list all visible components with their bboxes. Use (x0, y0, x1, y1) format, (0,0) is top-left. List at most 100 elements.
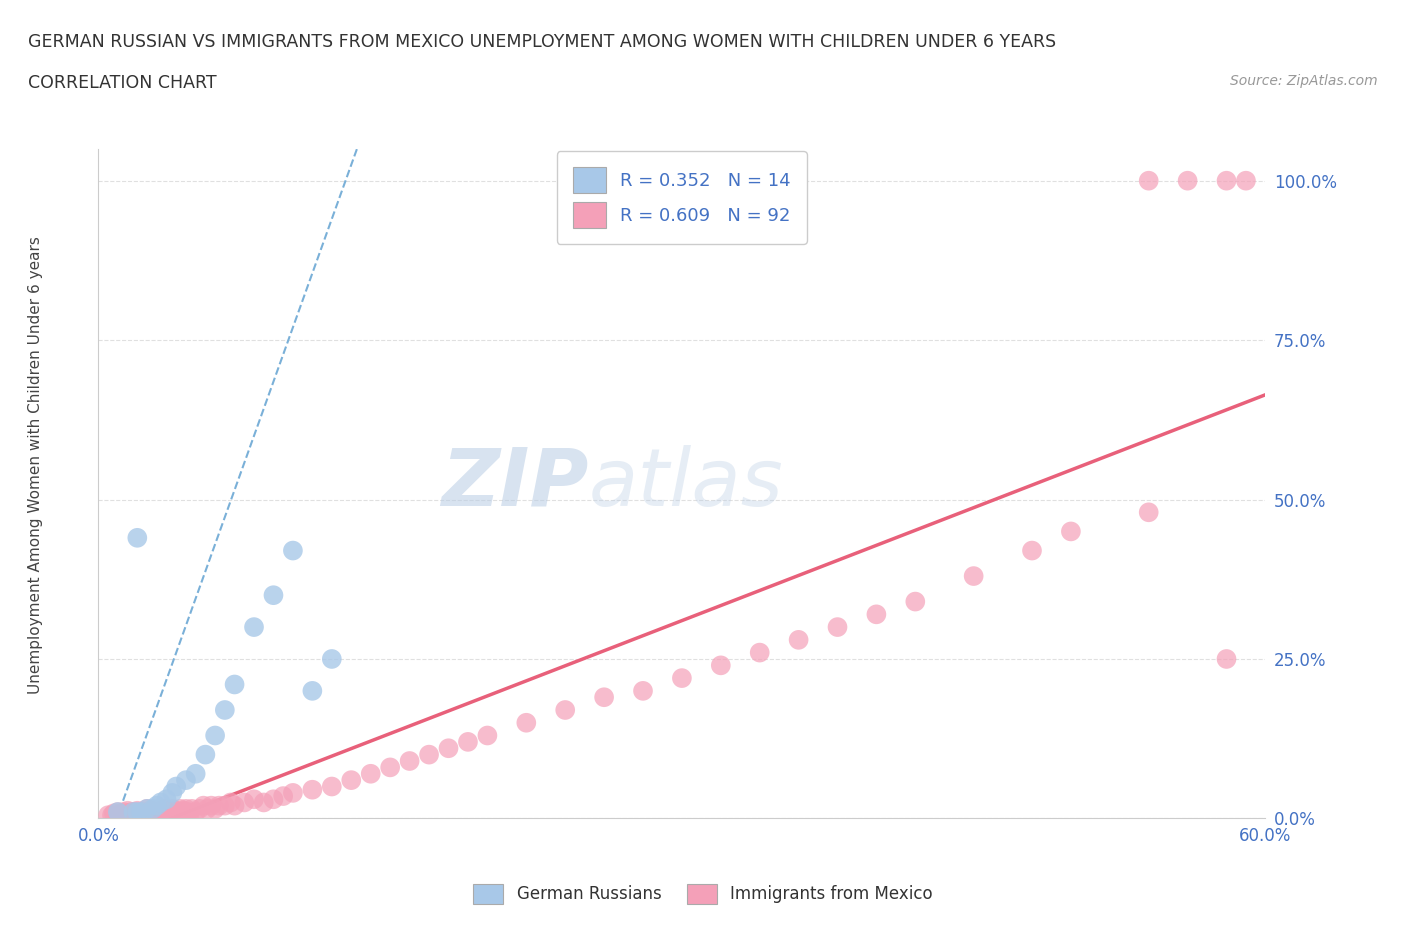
Point (671, 671, 693, 685)
Point (136, 804, 159, 819)
Point (301, 782, 323, 797)
Point (787, 632, 810, 647)
Point (149, 804, 172, 818)
Point (173, 804, 195, 818)
Point (208, 798, 231, 813)
Point (129, 804, 152, 819)
Point (103, 806, 125, 821)
Point (121, 804, 143, 819)
Point (127, 804, 149, 818)
Point (107, 808, 129, 823)
Point (117, 804, 139, 818)
Point (118, 808, 141, 823)
Point (152, 804, 174, 819)
Point (378, 760, 402, 775)
Legend: R = 0.352   N = 14, R = 0.609   N = 92: R = 0.352 N = 14, R = 0.609 N = 92 (557, 152, 807, 244)
Point (111, 806, 134, 821)
Point (200, 798, 222, 813)
Point (271, 789, 294, 804)
Point (136, 802, 159, 817)
Point (204, 802, 226, 817)
Point (631, 684, 654, 698)
Point (204, 728, 226, 743)
Point (340, 773, 363, 788)
Point (1060, 524, 1083, 538)
Point (124, 804, 146, 819)
Point (180, 802, 202, 817)
Point (219, 795, 242, 810)
Point (321, 779, 343, 794)
Point (748, 645, 770, 660)
Point (243, 791, 266, 806)
Point (174, 802, 197, 817)
Point (1177, 173, 1199, 188)
Point (142, 808, 165, 823)
Point (127, 806, 149, 821)
Point (169, 802, 191, 817)
Point (243, 619, 266, 634)
Point (153, 802, 176, 817)
Point (165, 804, 187, 818)
Point (170, 804, 193, 819)
Point (904, 594, 927, 609)
Point (457, 735, 479, 750)
Point (155, 806, 177, 821)
Point (827, 619, 849, 634)
Point (148, 806, 170, 821)
Point (214, 798, 236, 813)
Point (398, 753, 420, 768)
Point (167, 806, 190, 821)
Point (114, 808, 136, 823)
Point (127, 808, 149, 823)
Point (281, 543, 304, 558)
Point (1021, 543, 1043, 558)
Point (437, 741, 460, 756)
Point (112, 804, 135, 819)
Point (281, 786, 304, 801)
Point (1137, 505, 1160, 520)
Point (162, 786, 184, 801)
Point (301, 684, 323, 698)
Point (127, 804, 149, 819)
Point (418, 747, 440, 762)
Point (107, 804, 129, 819)
Point (554, 702, 576, 717)
Point (138, 806, 160, 821)
Point (177, 804, 200, 819)
Point (142, 804, 165, 818)
Point (224, 798, 246, 813)
Point (122, 808, 145, 823)
Text: GERMAN RUSSIAN VS IMMIGRANTS FROM MEXICO UNEMPLOYMENT AMONG WOMEN WITH CHILDREN : GERMAN RUSSIAN VS IMMIGRANTS FROM MEXICO… (28, 33, 1056, 50)
Point (146, 804, 169, 819)
Point (157, 804, 180, 819)
Text: atlas: atlas (589, 445, 783, 523)
Text: Source: ZipAtlas.com: Source: ZipAtlas.com (1230, 74, 1378, 88)
Point (179, 806, 201, 821)
Point (194, 747, 217, 762)
Point (262, 791, 284, 806)
Point (132, 806, 155, 821)
Point (321, 652, 343, 667)
Point (146, 798, 169, 813)
Point (1234, 173, 1257, 188)
Point (122, 806, 145, 821)
Point (174, 773, 197, 788)
Point (111, 808, 134, 823)
Point (184, 766, 207, 781)
Point (593, 690, 616, 705)
Point (139, 804, 162, 819)
Point (224, 677, 246, 692)
Point (129, 808, 152, 823)
Point (146, 808, 169, 823)
Point (149, 795, 172, 810)
Point (162, 802, 184, 817)
Point (233, 795, 256, 810)
Point (710, 658, 733, 672)
Point (155, 791, 177, 806)
Text: Unemployment Among Women with Children Under 6 years: Unemployment Among Women with Children U… (28, 236, 42, 694)
Point (101, 808, 124, 823)
Point (134, 808, 156, 823)
Point (129, 804, 152, 819)
Point (97, 808, 120, 823)
Point (142, 802, 165, 817)
